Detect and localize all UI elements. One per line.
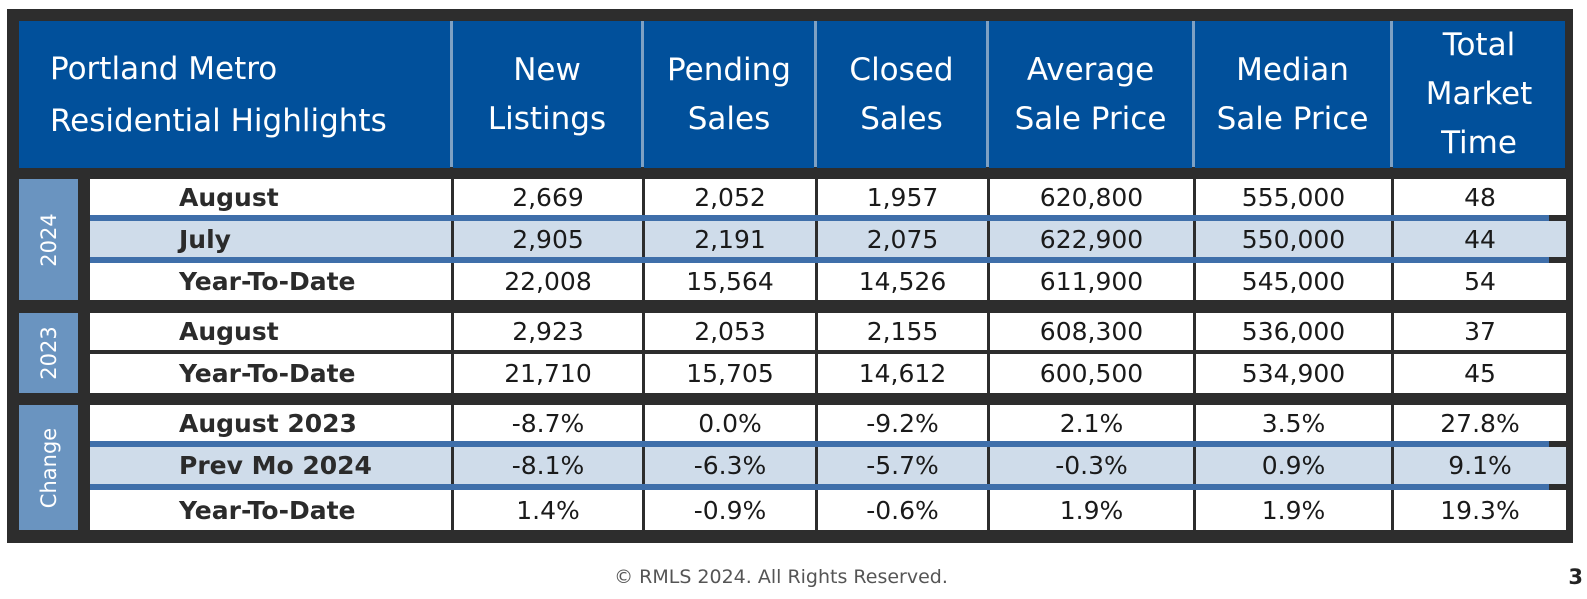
new-listings-cell: 21,710 (454, 354, 642, 393)
column-header-closed-sales: Closed Sales (817, 21, 986, 168)
column-header-median-sale-price: Median Sale Price (1195, 21, 1390, 168)
row-divider (90, 484, 1549, 490)
column-header-total-market-time: Total Market Time (1393, 21, 1565, 168)
average-sale-price-cell: 611,900 (990, 263, 1193, 300)
copyright-notice: © RMLS 2024. All Rights Reserved. (614, 566, 948, 588)
pending-sales-cell: -0.9% (645, 490, 815, 530)
row-label: August (90, 179, 451, 215)
table-row: August 2023 -8.7% 0.0% -9.2% 2.1% 3.5% 2… (90, 405, 1566, 441)
pending-sales-cell: 2,191 (645, 221, 815, 257)
total-market-time-cell: 27.8% (1394, 405, 1566, 441)
column-header-pending-sales: Pending Sales (644, 21, 814, 168)
column-header-average-sale-price: Average Sale Price (989, 21, 1192, 168)
table-row: Year-To-Date 22,008 15,564 14,526 611,90… (90, 263, 1566, 300)
new-listings-cell: 1.4% (454, 490, 642, 530)
row-divider (90, 215, 1549, 221)
pending-sales-cell: 15,564 (645, 263, 815, 300)
total-market-time-cell: 54 (1394, 263, 1566, 300)
average-sale-price-cell: 600,500 (990, 354, 1193, 393)
total-market-time-cell: 37 (1394, 313, 1566, 350)
row-divider (90, 257, 1549, 263)
average-sale-price-cell: 622,900 (990, 221, 1193, 257)
row-label: August (90, 313, 451, 350)
closed-sales-cell: 2,075 (818, 221, 987, 257)
highlights-table: Portland Metro Residential Highlights Ne… (7, 9, 1573, 543)
new-listings-cell: -8.1% (454, 447, 642, 484)
total-market-time-cell: 19.3% (1394, 490, 1566, 530)
total-market-time-cell: 9.1% (1394, 447, 1566, 484)
closed-sales-cell: 1,957 (818, 179, 987, 215)
average-sale-price-cell: 1.9% (990, 490, 1193, 530)
table-row: August 2,923 2,053 2,155 608,300 536,000… (90, 313, 1566, 350)
pending-sales-cell: 2,052 (645, 179, 815, 215)
total-market-time-cell: 48 (1394, 179, 1566, 215)
row-label: Year-To-Date (90, 263, 451, 300)
pending-sales-cell: 2,053 (645, 313, 815, 350)
average-sale-price-cell: -0.3% (990, 447, 1193, 484)
average-sale-price-cell: 620,800 (990, 179, 1193, 215)
column-header-new-listings: New Listings (453, 21, 641, 168)
average-sale-price-cell: 2.1% (990, 405, 1193, 441)
closed-sales-cell: -0.6% (818, 490, 987, 530)
group-2024: 2024 August 2,669 2,052 1,957 620,800 55… (19, 179, 1566, 300)
row-label: July (90, 221, 451, 257)
pending-sales-cell: 15,705 (645, 354, 815, 393)
median-sale-price-cell: 3.5% (1196, 405, 1391, 441)
closed-sales-cell: -5.7% (818, 447, 987, 484)
row-label: Prev Mo 2024 (90, 447, 451, 484)
new-listings-cell: -8.7% (454, 405, 642, 441)
group-2023: 2023 August 2,923 2,053 2,155 608,300 53… (19, 313, 1566, 393)
median-sale-price-cell: 534,900 (1196, 354, 1391, 393)
median-sale-price-cell: 0.9% (1196, 447, 1391, 484)
pending-sales-cell: -6.3% (645, 447, 815, 484)
pending-sales-cell: 0.0% (645, 405, 815, 441)
median-sale-price-cell: 545,000 (1196, 263, 1391, 300)
table-row: August 2,669 2,052 1,957 620,800 555,000… (90, 179, 1566, 215)
closed-sales-cell: -9.2% (818, 405, 987, 441)
average-sale-price-cell: 608,300 (990, 313, 1193, 350)
row-label: Year-To-Date (90, 354, 451, 393)
row-divider (90, 441, 1549, 447)
closed-sales-cell: 14,526 (818, 263, 987, 300)
table-row: Prev Mo 2024 -8.1% -6.3% -5.7% -0.3% 0.9… (90, 447, 1566, 484)
median-sale-price-cell: 536,000 (1196, 313, 1391, 350)
group-label-change: Change (19, 405, 78, 530)
table-row: Year-To-Date 21,710 15,705 14,612 600,50… (90, 354, 1566, 393)
row-label: Year-To-Date (90, 490, 451, 530)
table-header: Portland Metro Residential Highlights Ne… (19, 21, 1565, 168)
closed-sales-cell: 14,612 (818, 354, 987, 393)
median-sale-price-cell: 555,000 (1196, 179, 1391, 215)
new-listings-cell: 2,923 (454, 313, 642, 350)
table-row: Year-To-Date 1.4% -0.9% -0.6% 1.9% 1.9% … (90, 490, 1566, 530)
table-title: Portland Metro Residential Highlights (19, 21, 450, 168)
median-sale-price-cell: 1.9% (1196, 490, 1391, 530)
group-label-2023: 2023 (19, 313, 78, 393)
total-market-time-cell: 45 (1394, 354, 1566, 393)
new-listings-cell: 2,905 (454, 221, 642, 257)
new-listings-cell: 2,669 (454, 179, 642, 215)
total-market-time-cell: 44 (1394, 221, 1566, 257)
median-sale-price-cell: 550,000 (1196, 221, 1391, 257)
page-number: 3 (1568, 565, 1583, 589)
group-label-2024: 2024 (19, 179, 78, 300)
row-label: August 2023 (90, 405, 451, 441)
new-listings-cell: 22,008 (454, 263, 642, 300)
table-row: July 2,905 2,191 2,075 622,900 550,000 4… (90, 221, 1566, 257)
closed-sales-cell: 2,155 (818, 313, 987, 350)
group-change: Change August 2023 -8.7% 0.0% -9.2% 2.1%… (19, 405, 1566, 530)
